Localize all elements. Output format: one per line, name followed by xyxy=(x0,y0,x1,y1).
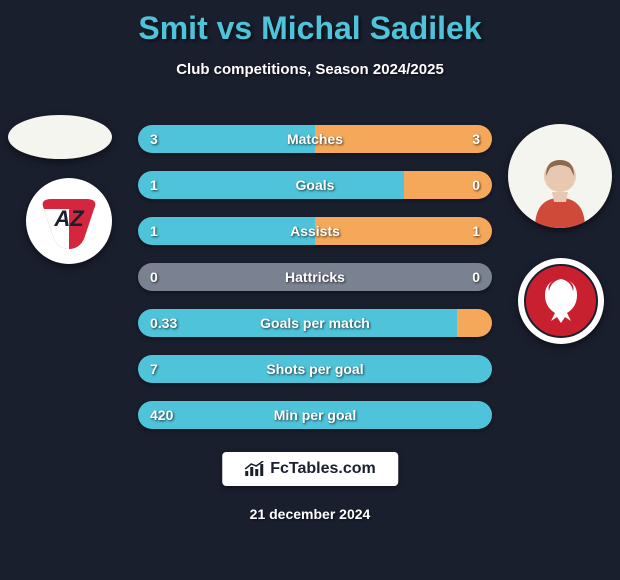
svg-text:1965: 1965 xyxy=(552,303,570,312)
stat-value-right: 0 xyxy=(472,171,480,199)
stat-label: Goals xyxy=(138,171,492,199)
stat-label: Matches xyxy=(138,125,492,153)
stat-row: 0Hattricks0 xyxy=(138,263,492,291)
stat-label: Goals per match xyxy=(138,309,492,337)
stat-row: 3Matches3 xyxy=(138,125,492,153)
player-right-photo xyxy=(508,124,612,228)
stat-value-right: 1 xyxy=(472,217,480,245)
club-left-logo: AZ xyxy=(26,178,112,264)
stat-row: 420Min per goal xyxy=(138,401,492,429)
stats-container: 3Matches31Goals01Assists10Hattricks00.33… xyxy=(138,125,492,447)
stat-label: Hattricks xyxy=(138,263,492,291)
stat-value-right: 0 xyxy=(472,263,480,291)
player-right-name: Michal Sadilek xyxy=(261,10,482,46)
subtitle: Club competitions, Season 2024/2025 xyxy=(0,61,620,78)
stat-value-right: 3 xyxy=(472,125,480,153)
stat-label: Assists xyxy=(138,217,492,245)
stat-row: 1Goals0 xyxy=(138,171,492,199)
stat-row: 1Assists1 xyxy=(138,217,492,245)
vs-text: vs xyxy=(208,10,261,46)
player-left-photo xyxy=(8,115,112,159)
stat-row: 7Shots per goal xyxy=(138,355,492,383)
comparison-title: Smit vs Michal Sadilek xyxy=(0,0,620,47)
date-text: 21 december 2024 xyxy=(0,506,620,522)
chart-icon xyxy=(244,461,264,477)
stat-row: 0.33Goals per match xyxy=(138,309,492,337)
stat-label: Min per goal xyxy=(138,401,492,429)
stat-label: Shots per goal xyxy=(138,355,492,383)
player-left-name: Smit xyxy=(138,10,207,46)
club-right-logo: 1965 xyxy=(518,258,604,344)
svg-text:AZ: AZ xyxy=(53,206,85,231)
branding-badge: FcTables.com xyxy=(222,452,398,486)
branding-text: FcTables.com xyxy=(270,460,376,478)
